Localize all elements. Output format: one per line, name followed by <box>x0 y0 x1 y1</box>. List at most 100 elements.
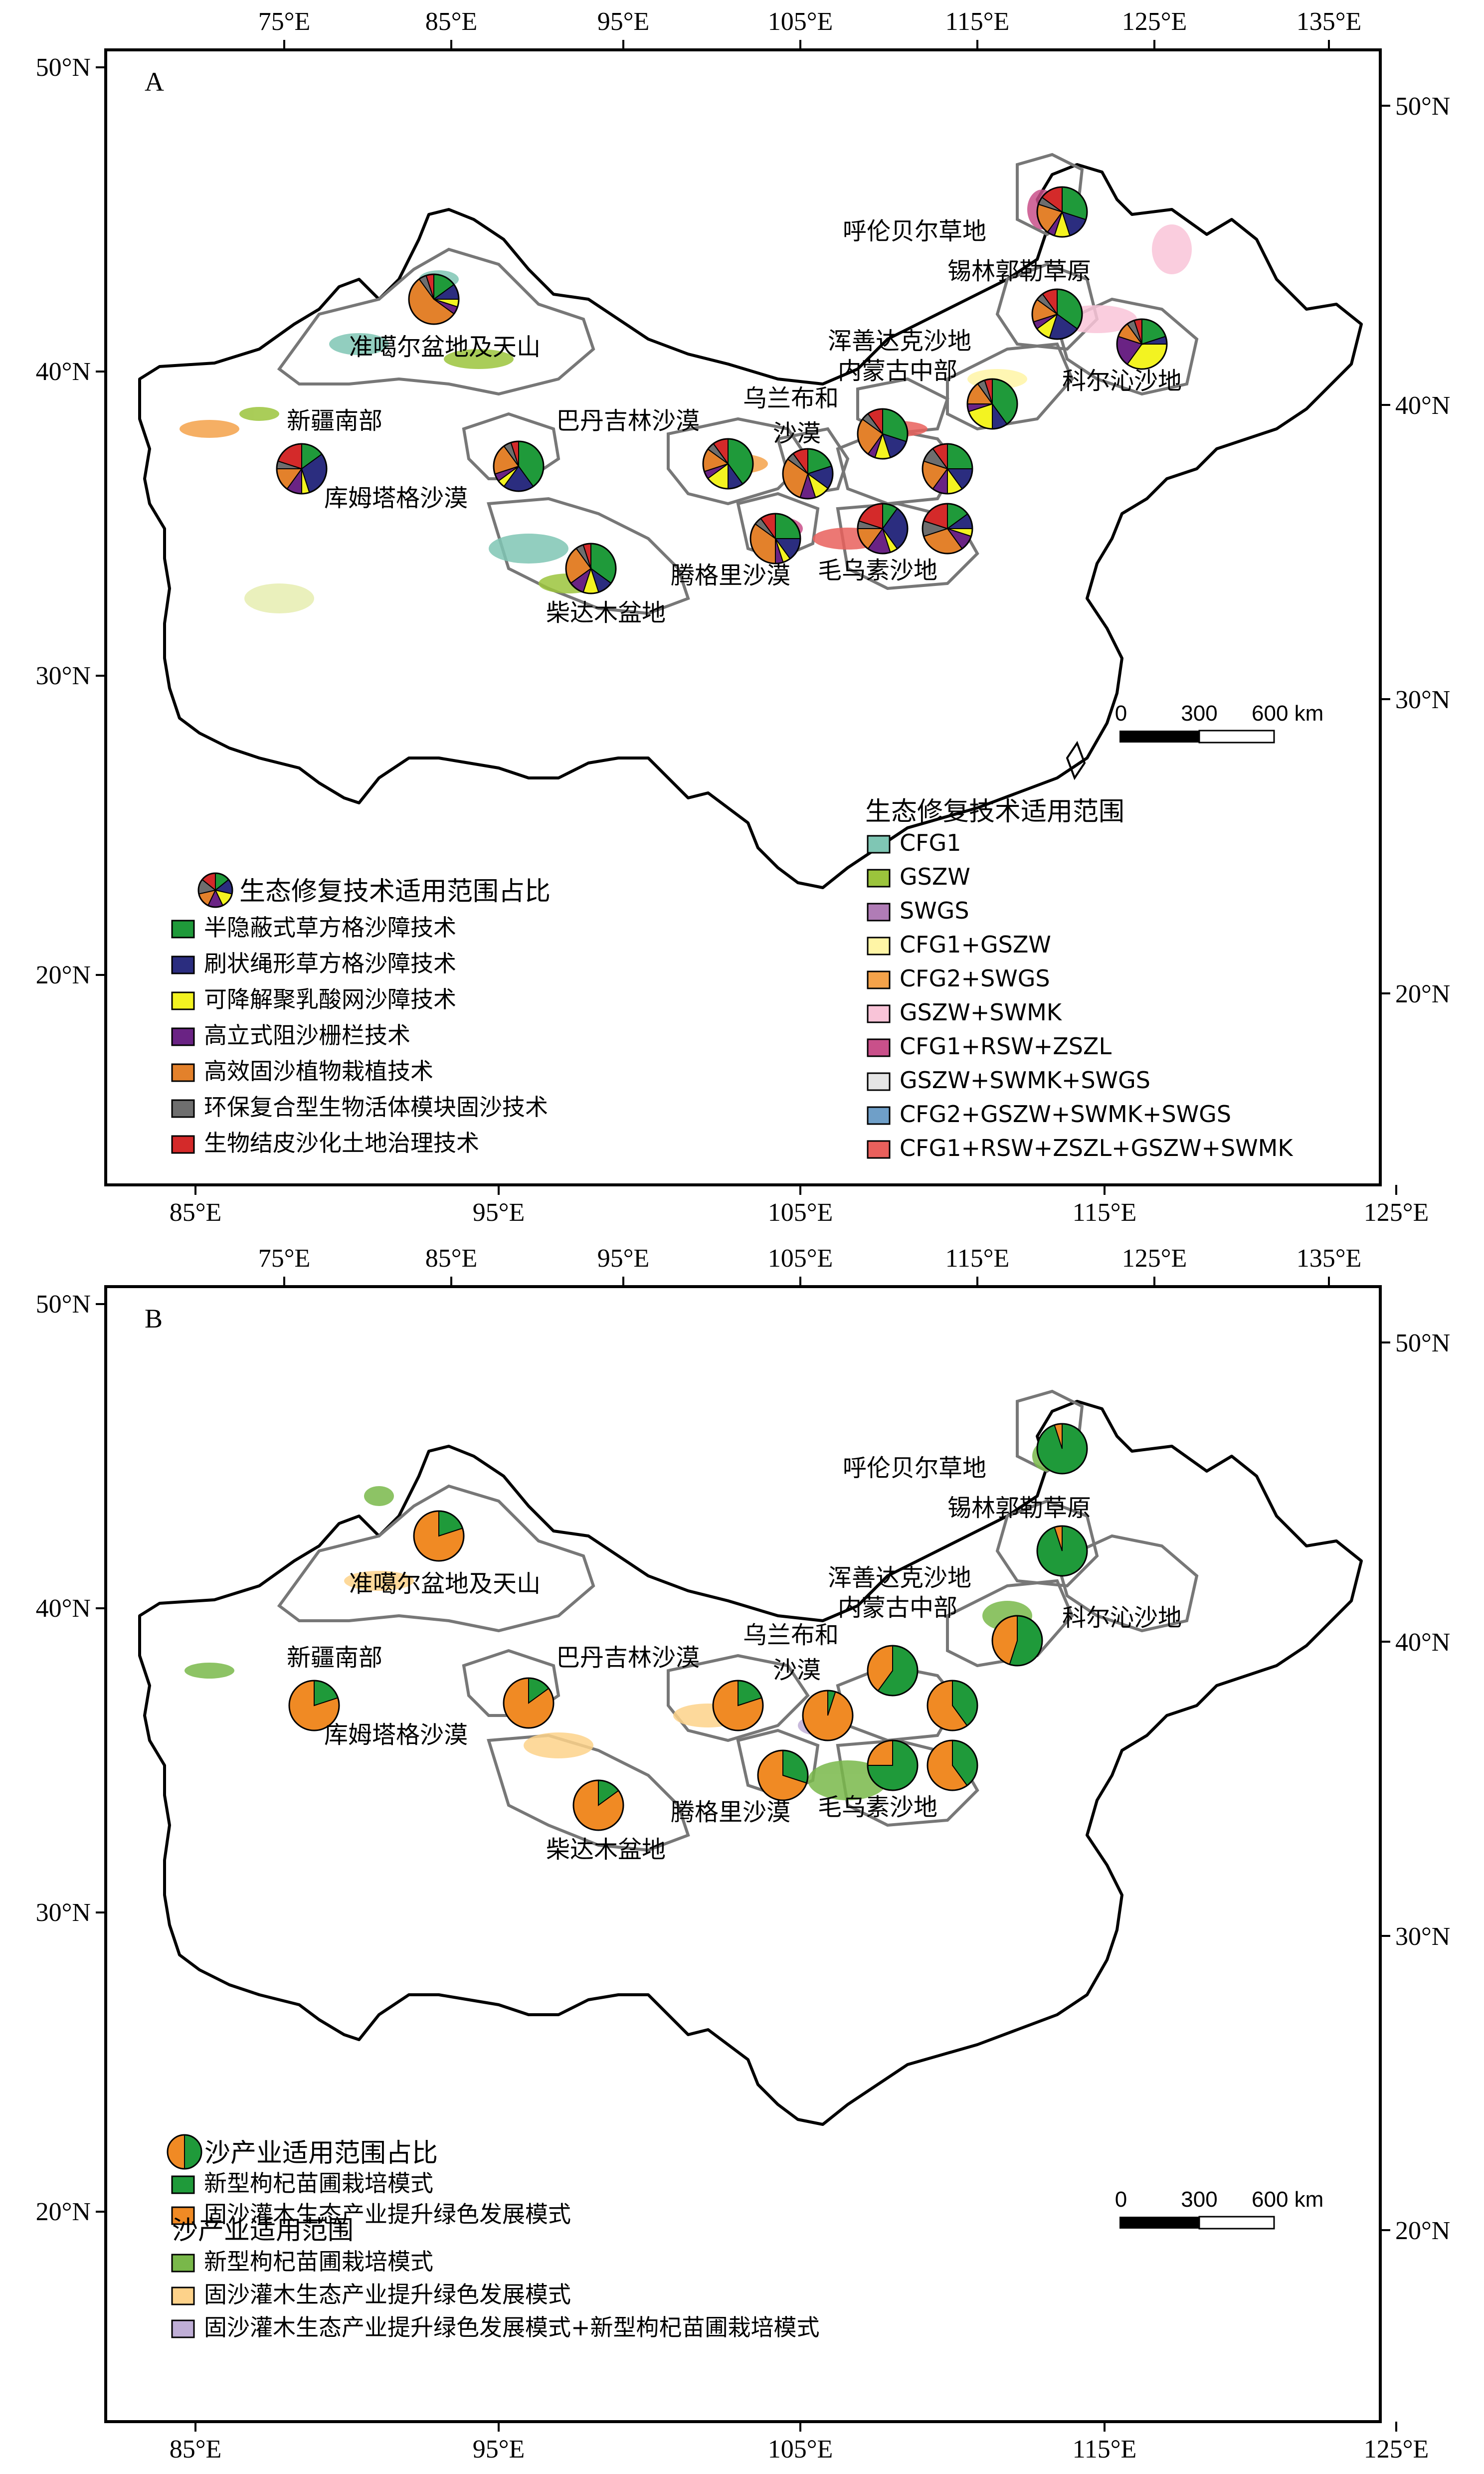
legend-swatch <box>171 1135 195 1154</box>
scale-bar: 0 300 600 km <box>1115 701 1323 744</box>
legend-swatch <box>171 2254 195 2273</box>
tick-label: 105°E <box>768 7 833 36</box>
region-label: 巴丹吉林沙漠 <box>556 1644 700 1672</box>
pie-marker <box>702 438 754 490</box>
legend-label: 新型枸杞苗圃栽培模式 <box>204 2248 433 2275</box>
right-latitude-ticks: 50°N 40°N 30°N 20°N <box>1380 92 1450 1008</box>
legend-swatch <box>171 1099 195 1118</box>
tick-label: 85°E <box>170 2435 222 2464</box>
legend-title: 生态修复技术适用范围占比 <box>239 877 551 907</box>
right-latitude-ticks: 50°N 40°N 30°N 20°N <box>1380 1329 1450 2245</box>
china-outline <box>138 163 1363 889</box>
pie-marker <box>503 1677 555 1729</box>
pie-marker <box>288 1680 340 1731</box>
pie-marker <box>493 440 545 492</box>
legend-title: 沙产业适用范围 <box>172 2216 354 2246</box>
tick-label: 40°N <box>36 1594 91 1623</box>
tick-label: 85°E <box>425 1244 478 1273</box>
region-label: 呼伦贝尔草地 <box>843 217 986 245</box>
tick-label: 125°E <box>1122 7 1187 36</box>
pie-marker <box>757 1749 809 1801</box>
tick-label: 125°E <box>1364 2435 1429 2464</box>
tick-label: 95°E <box>473 1198 525 1227</box>
pie-marker <box>1036 186 1088 238</box>
range-legend: 生态修复技术适用范围 CFG1 GSZW SWGS CFG1+GSZW CFG2+SWG… <box>865 797 1294 1161</box>
region-label: 巴丹吉林沙漠 <box>556 407 700 435</box>
tick-label: 30°N <box>36 662 91 690</box>
legend-swatch <box>867 1106 891 1125</box>
region-labels: 呼伦贝尔草地 锡林郭勒草原 浑善达克沙地 内蒙古中部 科尔沁沙地 准噶尔盆地及天… <box>287 1454 1182 1864</box>
tick-label: 115°E <box>945 7 1010 36</box>
pie-marker <box>802 1690 854 1741</box>
region-label: 柴达木盆地 <box>546 1836 666 1864</box>
region-label: 毛乌素沙地 <box>818 557 937 584</box>
region-label: 内蒙古中部 <box>838 357 957 385</box>
tick-label: 105°E <box>768 2435 833 2464</box>
tick-label: 50°N <box>1395 1329 1450 1357</box>
legend-swatch <box>171 2175 195 2194</box>
legend-label: CFG1 <box>900 829 961 856</box>
region-label: 乌兰布和 <box>743 1621 839 1649</box>
tick-label: 75°E <box>258 1244 311 1273</box>
scale-end: 600 km <box>1252 701 1323 726</box>
region-label: 腾格里沙漠 <box>671 1798 790 1826</box>
tick-label: 85°E <box>425 7 478 36</box>
pie-markers <box>288 1423 1088 1831</box>
tick-label: 20°N <box>36 961 91 989</box>
legend-pie-icon <box>197 872 233 908</box>
region-label: 毛乌素沙地 <box>818 1793 937 1821</box>
island-outline <box>1066 741 1086 780</box>
panel-label: B <box>145 1304 163 1333</box>
panel-label: A <box>145 67 164 97</box>
legend-swatch <box>867 835 891 854</box>
legend-label: 可降解聚乳酸网沙障技术 <box>204 986 456 1013</box>
pie-marker <box>927 1739 978 1791</box>
pie-marker <box>867 1645 919 1697</box>
legend-label: 生物结皮沙化土地治理技术 <box>204 1130 479 1156</box>
legend-pie-icon <box>167 2134 202 2170</box>
legend-label: GSZW+SWMK+SWGS <box>900 1067 1150 1094</box>
legend-swatch <box>867 1140 891 1159</box>
left-latitude-ticks: 50°N 40°N 30°N 20°N <box>36 53 106 989</box>
legend-swatch <box>171 1027 195 1046</box>
tick-label: 50°N <box>36 1290 91 1319</box>
legend-swatch <box>171 1063 195 1082</box>
region-label: 准噶尔盆地及天山 <box>349 333 541 361</box>
region-label: 科尔沁沙地 <box>1062 367 1182 395</box>
legend-title: 沙产业适用范围占比 <box>204 2138 438 2168</box>
pie-marker <box>782 448 834 500</box>
tick-label: 40°N <box>1395 391 1450 420</box>
pie-marker <box>572 1779 624 1831</box>
legend-swatch <box>171 991 195 1010</box>
pie-marker <box>927 1680 978 1731</box>
bottom-longitude-ticks: 85°E 95°E 105°E 115°E 125°E <box>170 1185 1429 1227</box>
left-latitude-ticks: 50°N 40°N 30°N 20°N <box>36 1290 106 2226</box>
pie-marker <box>991 1615 1043 1667</box>
scale-zero: 0 <box>1115 2187 1127 2212</box>
legend-label: 固沙灌木生态产业提升绿色发展模式 <box>204 2201 571 2228</box>
top-longitude-ticks: 75°E 85°E 95°E 105°E 115°E 125°E 135°E <box>258 7 1361 50</box>
legend-label: 新型枸杞苗圃栽培模式 <box>204 2170 433 2197</box>
pie-markers <box>276 186 1168 594</box>
legend-swatch <box>867 1004 891 1023</box>
region-label: 沙漠 <box>773 1656 821 1684</box>
region-label: 准噶尔盆地及天山 <box>349 1570 541 1598</box>
tick-label: 85°E <box>170 1198 222 1227</box>
scale-bar: 0 300 600 km <box>1115 2187 1323 2230</box>
range-legend: 沙产业适用范围 新型枸杞苗圃栽培模式固沙灌木生态产业提升绿色发展模式固沙灌木生态… <box>171 2216 820 2341</box>
map-frame <box>104 1285 1382 2423</box>
scale-mid: 300 <box>1181 2187 1217 2212</box>
tick-label: 95°E <box>597 7 650 36</box>
legend-swatch <box>867 970 891 989</box>
pie-marker <box>922 503 973 555</box>
region-label: 新疆南部 <box>287 1644 382 1672</box>
legend-label: SWGS <box>900 897 969 924</box>
legend-swatch <box>867 869 891 888</box>
scale-mid: 300 <box>1181 701 1217 726</box>
region-label: 浑善达克沙地 <box>828 1564 971 1592</box>
legend-swatch <box>867 937 891 955</box>
region-label: 库姆塔格沙漠 <box>324 1721 468 1749</box>
china-outline <box>138 1400 1363 2126</box>
pie-marker <box>408 273 460 325</box>
pie-marker <box>857 408 909 460</box>
